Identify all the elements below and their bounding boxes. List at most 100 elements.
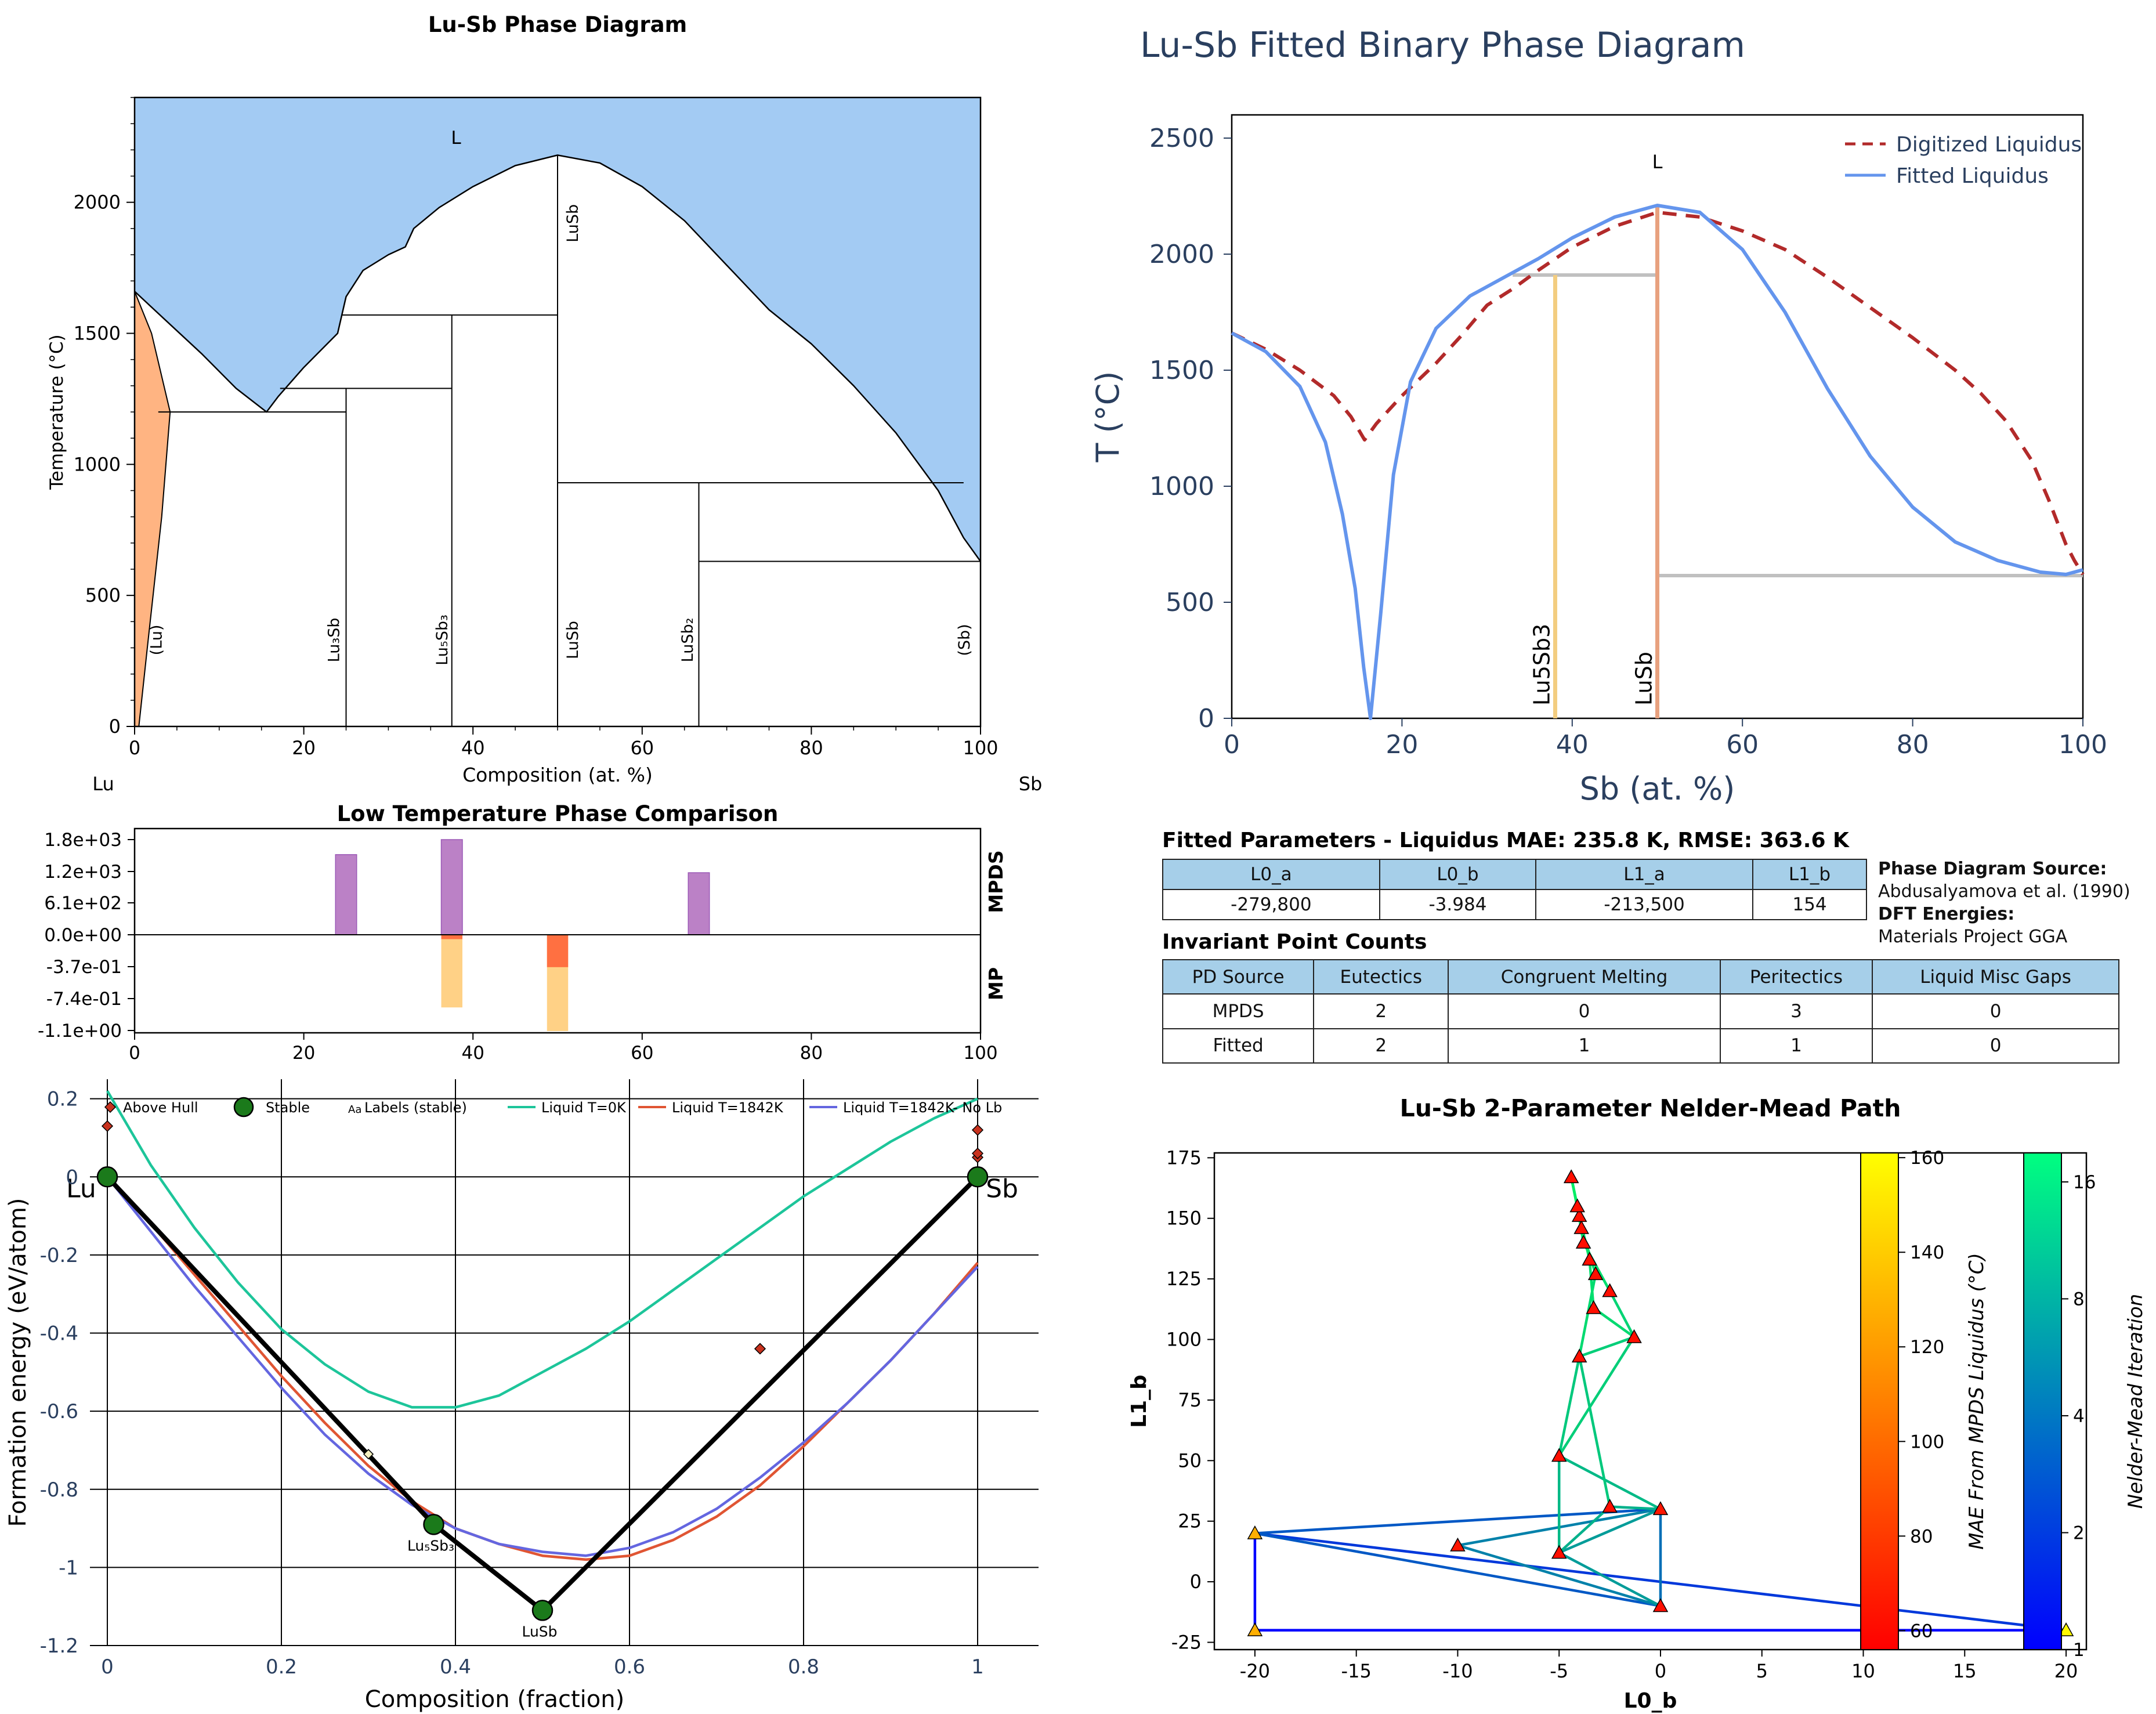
above-hull-point (754, 1343, 766, 1355)
compound-label: Lu5Sb3 (1529, 624, 1554, 706)
y-tick-label: 1500 (74, 323, 121, 345)
phase-label: LuSb (564, 204, 582, 243)
iteration-colorbar (2023, 1152, 2062, 1650)
x-tick-label: -15 (1341, 1660, 1372, 1682)
colorbar-tick-label: 120 (1910, 1337, 1944, 1358)
x-tick-label: 0 (1224, 730, 1240, 760)
mp-bar (441, 935, 462, 939)
liquid-curve (106, 1090, 978, 1409)
x-tick-label: 100 (2059, 730, 2107, 760)
liquid-curve (106, 1176, 979, 1557)
phase-label: LuSb₂ (679, 618, 697, 663)
x-tick-label: 20 (292, 737, 316, 759)
x-tick-label: 0.8 (788, 1655, 819, 1679)
mp-side-label: MP (985, 967, 1007, 1000)
y-tick-label: 0.0e+00 (44, 925, 122, 946)
y-tick-label: 1.8e+03 (44, 830, 122, 851)
invariant-cell: 1 (1448, 1028, 1721, 1064)
x-tick-label: 0 (129, 1043, 140, 1064)
fitted-params-title: Fitted Parameters - Liquidus MAE: 235.8 … (1162, 829, 1849, 852)
x-tick-label: 0 (101, 1655, 114, 1679)
mpds-bar (688, 872, 710, 935)
simplex-vertex (1582, 1252, 1597, 1266)
path-segment (1609, 1505, 1661, 1511)
x-tick-label: 60 (1726, 730, 1759, 760)
x-tick-label: 40 (1556, 730, 1589, 760)
x-tick-label: 40 (461, 737, 485, 759)
legend-label: Stable (266, 1100, 310, 1116)
open-point (363, 1449, 374, 1460)
mpds-bar (440, 839, 463, 935)
y-tick-label: 500 (85, 584, 121, 606)
phase-label: Lu₃Sb (325, 618, 343, 663)
stable-point (531, 1600, 554, 1621)
y-tick-label: 6.1e+02 (44, 893, 122, 914)
x-tick-label: 80 (800, 1043, 823, 1064)
pd-source-value: Abdusalyamova et al. (1990) (1878, 881, 2130, 902)
y-tick-label: 2000 (1149, 240, 1214, 269)
simplex-vertex (1626, 1329, 1642, 1343)
invariant-cell: 1 (1719, 1028, 1873, 1064)
nelder-mead-path-chart: Lu-Sb 2-Parameter Nelder-Mead Path -20 -15… (1127, 1094, 2147, 1713)
y-tick-label: -1 (59, 1556, 78, 1579)
invariant-header: Eutectics (1313, 959, 1449, 995)
path-segment (1558, 1356, 1581, 1456)
above-hull-point (971, 1124, 984, 1136)
x-tick-label: -5 (1550, 1660, 1568, 1682)
legend-label: Liquid T=1842K (672, 1100, 784, 1116)
simplex-vertex (1573, 1220, 1589, 1234)
invariant-header: Congruent Melting (1448, 959, 1721, 995)
phase-label: (Sb) (956, 624, 974, 656)
invariants-header-row: PD Source Eutectics Congruent Melting Pe… (1162, 959, 2119, 995)
liquid-region-label: L (451, 128, 461, 149)
fitted-param-value: -279,800 (1162, 889, 1380, 920)
x-tick-label: 0.2 (266, 1655, 297, 1679)
simplex-vertex (1551, 1448, 1567, 1462)
chart-title: Low Temperature Phase Comparison (337, 801, 779, 826)
invariant-cell: Fitted (1162, 1028, 1315, 1064)
x-tick-label: 20 (1386, 730, 1418, 760)
y-tick-label: 2000 (74, 191, 121, 214)
x-tick-label: 1 (971, 1655, 984, 1679)
y-axis-label: Formation energy (eV/atom) (5, 1198, 31, 1527)
simplex-vertex (2058, 1622, 2074, 1636)
simplex-vertex (1575, 1234, 1591, 1249)
x-axis-label: L0_b (1624, 1689, 1677, 1713)
fitted-param-value: -213,500 (1535, 889, 1753, 920)
x-tick-label: 0.4 (440, 1655, 471, 1679)
x-tick-label: 0 (129, 737, 140, 759)
invariant-header: PD Source (1162, 959, 1315, 995)
fitted-liquidus-line (1231, 204, 2083, 720)
path-segment (1608, 1290, 1636, 1338)
y-tick-label: 1.2e+03 (44, 862, 122, 883)
stable-label: Lu₅Sb₃ (407, 1537, 454, 1554)
x-tick-label: -20 (1240, 1660, 1270, 1682)
x-tick-label: 80 (1897, 730, 1929, 760)
sb-end-label: Sb (986, 1174, 1018, 1203)
fitted-param-header: L0_a (1162, 859, 1380, 890)
y-tick-label: 1000 (74, 453, 121, 475)
iteration-colorbar-label: Nelder-Mead Iteration (2124, 1294, 2147, 1509)
y-tick-label: 0 (66, 1166, 78, 1189)
stable-point (96, 1166, 118, 1188)
invariant-header: Liquid Misc Gaps (1872, 959, 2119, 995)
legend-label: Labels (stable) (364, 1100, 467, 1116)
liquidus-line (134, 154, 982, 562)
simplex-vertex (1551, 1545, 1567, 1559)
legend-label: Digitized Liquidus (1896, 133, 2082, 157)
simplex-vertex (1587, 1266, 1604, 1281)
chart-title: Lu-Sb Phase Diagram (428, 12, 687, 37)
digitized-liquidus-line (1231, 211, 2085, 576)
fitted-params-header-row: L0_a L0_b L1_a L1_b (1162, 859, 1868, 890)
invariant-header: Peritectics (1719, 959, 1873, 995)
simplex-vertex (1652, 1598, 1669, 1612)
above-hull-point (971, 1147, 984, 1159)
colorbar-tick-label: 16 (2073, 1172, 2096, 1193)
y-tick-label: -0.6 (40, 1400, 78, 1423)
chart-title: Lu-Sb Fitted Binary Phase Diagram (1140, 25, 1745, 66)
table-row: MPDS 2 0 3 0 (1162, 993, 2119, 1029)
y-tick-label: 1500 (1149, 356, 1214, 385)
